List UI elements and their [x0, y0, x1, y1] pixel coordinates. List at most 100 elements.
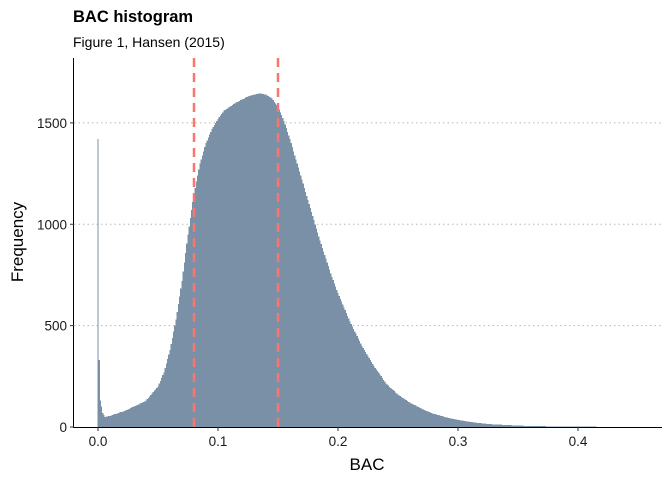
histogram-bar — [323, 251, 325, 427]
histogram-bar — [410, 403, 412, 427]
histogram-bar — [109, 415, 111, 427]
histogram-bar — [404, 399, 406, 427]
histogram-bar — [500, 424, 502, 427]
histogram-bar — [557, 426, 559, 427]
histogram-bar — [515, 425, 517, 427]
histogram-bar — [116, 413, 118, 427]
histogram-bar — [236, 101, 238, 427]
histogram-bar — [381, 377, 383, 427]
histogram-bar — [469, 421, 471, 427]
histogram-bar — [209, 134, 211, 427]
histogram-bar — [185, 253, 187, 427]
histogram-bar — [183, 262, 185, 427]
histogram-bar — [524, 425, 526, 427]
histogram-bar — [525, 425, 527, 427]
histogram-bar — [539, 426, 541, 427]
histogram-bar — [217, 118, 219, 428]
histogram-bar — [283, 120, 285, 427]
histogram-bar — [285, 128, 287, 427]
histogram-bar — [302, 183, 304, 427]
histogram-bar — [201, 155, 203, 428]
histogram-bar — [427, 411, 429, 427]
histogram-bar — [157, 386, 159, 427]
histogram-bar — [480, 423, 482, 427]
histogram-bar — [108, 416, 110, 427]
histogram-bar — [163, 372, 165, 427]
histogram-bar — [326, 262, 328, 427]
histogram-bar — [429, 412, 431, 427]
gridlines — [74, 122, 662, 327]
histogram-bar — [391, 388, 393, 427]
histogram-bar — [546, 426, 548, 427]
histogram-bar — [332, 280, 334, 427]
histogram-bar — [231, 105, 233, 428]
histogram-bar — [495, 424, 497, 427]
histogram-bar — [197, 175, 199, 427]
histogram-bar — [211, 128, 213, 427]
histogram-bar — [210, 131, 212, 428]
histogram-bar — [413, 404, 415, 427]
histogram-bar — [541, 426, 543, 427]
histogram-bar — [110, 415, 112, 427]
histogram-bar — [164, 367, 166, 427]
histogram-bar — [456, 419, 458, 427]
histogram-bar — [225, 109, 227, 427]
histogram-bar — [266, 95, 268, 428]
histogram-bar — [168, 354, 170, 427]
histogram-bar — [128, 408, 130, 427]
histogram-bar — [431, 412, 433, 427]
histogram-bar — [517, 425, 519, 427]
histogram-bar — [199, 163, 201, 427]
histogram-bar — [152, 392, 154, 427]
histogram-bar — [464, 421, 466, 427]
histogram-bar — [137, 404, 139, 427]
histogram-bar — [308, 203, 310, 427]
histogram-bar — [254, 94, 256, 428]
histogram-bar — [507, 425, 509, 427]
histogram-bar — [396, 393, 398, 427]
histogram-bar — [277, 106, 279, 428]
histogram-bar — [107, 416, 109, 427]
histogram-bar — [368, 358, 370, 427]
histogram-bar — [120, 412, 122, 427]
histogram-bar — [359, 341, 361, 427]
histogram-bar — [476, 422, 478, 427]
histogram-bar — [533, 426, 535, 427]
histogram-bar — [230, 105, 232, 427]
histogram-bar — [483, 423, 485, 427]
histogram-bar — [189, 218, 191, 427]
histogram-bar — [355, 333, 357, 427]
histogram-bar — [564, 426, 566, 427]
histogram-bar — [433, 413, 435, 427]
histogram-bar — [510, 425, 512, 427]
histogram-bar — [249, 95, 251, 427]
histogram-bar — [558, 426, 560, 427]
histogram-bar — [97, 139, 99, 427]
histogram-bar — [461, 420, 463, 427]
histogram-bar — [555, 426, 557, 427]
histogram-bar — [240, 100, 242, 428]
histogram-bar — [443, 416, 445, 427]
histogram-bar — [306, 195, 308, 427]
histogram-bar — [265, 94, 267, 427]
histogram-bar — [219, 115, 221, 427]
histogram-bar — [123, 410, 125, 427]
histogram-bar — [271, 98, 273, 428]
histogram-bar — [367, 356, 369, 427]
histogram-bar — [523, 425, 525, 427]
histogram-bar — [158, 383, 160, 427]
y-tick-label: 0 — [59, 420, 67, 435]
histogram-bar — [428, 411, 430, 427]
histogram-bar — [257, 93, 259, 427]
histogram-bar — [171, 337, 173, 427]
histogram-bar — [434, 414, 436, 427]
histogram-bar — [471, 422, 473, 427]
histogram-bar — [439, 415, 441, 427]
histogram-bar — [374, 367, 376, 427]
histogram-bar — [113, 414, 115, 427]
histogram-bar — [349, 321, 351, 427]
histogram-bar — [321, 247, 323, 427]
histogram-bar — [369, 360, 371, 427]
histogram-bar — [237, 101, 239, 427]
histogram-bar — [169, 349, 171, 427]
